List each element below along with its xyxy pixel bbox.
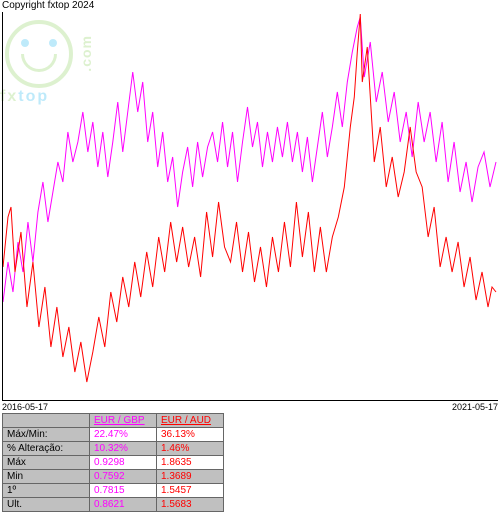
cell-eur-aud: 36.13% [157,428,224,442]
x-axis-start: 2016-05-17 [2,402,48,412]
row-label: Máx [3,456,90,470]
cell-eur-aud: 1.5457 [157,484,224,498]
table-row: Máx/Min:22.47%36.13% [3,428,224,442]
table-row: % Alteração:10.32%1.46% [3,442,224,456]
cell-eur-gbp: 0.7592 [90,470,157,484]
table-header: EUR / GBP [90,414,157,428]
table-header: EUR / AUD [157,414,224,428]
copyright-text: Copyright fxtop 2024 [2,0,94,11]
table-row: Máx0.92981.8635 [3,456,224,470]
table-row: Min0.75921.3689 [3,470,224,484]
series-line [3,14,496,382]
table-row: 1º0.78151.5457 [3,484,224,498]
row-label: Min [3,470,90,484]
cell-eur-aud: 1.46% [157,442,224,456]
series-line [3,17,496,302]
cell-eur-aud: 1.3689 [157,470,224,484]
cell-eur-aud: 1.8635 [157,456,224,470]
x-axis-end: 2021-05-17 [452,402,498,412]
line-chart [2,12,498,401]
row-label: % Alteração: [3,442,90,456]
row-label: 1º [3,484,90,498]
cell-eur-gbp: 22.47% [90,428,157,442]
cell-eur-gbp: 0.7815 [90,484,157,498]
cell-eur-gbp: 10.32% [90,442,157,456]
stats-table: EUR / GBPEUR / AUDMáx/Min:22.47%36.13%% … [2,413,224,512]
row-label: Máx/Min: [3,428,90,442]
chart-svg [3,12,498,400]
table-header-empty [3,414,90,428]
cell-eur-gbp: 0.9298 [90,456,157,470]
